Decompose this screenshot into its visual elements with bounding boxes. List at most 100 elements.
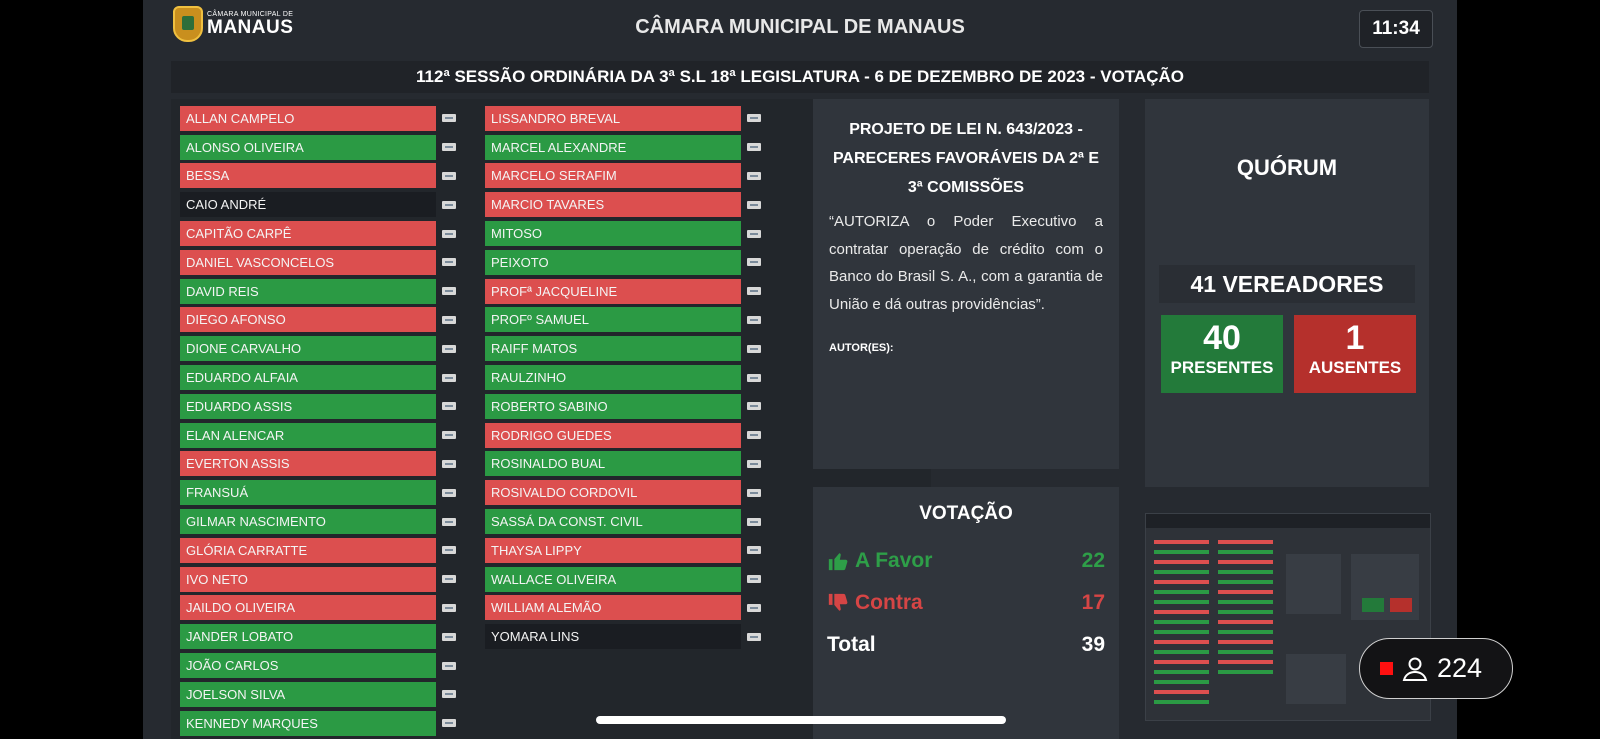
vote-flag-icon	[747, 575, 761, 584]
vote-flag-icon	[747, 517, 761, 526]
vote-flag-icon	[442, 287, 456, 296]
council-member-row: ALONSO OLIVEIRA	[180, 133, 456, 162]
council-member-name: SASSÁ DA CONST. CIVIL	[485, 509, 741, 535]
council-member-name: CAIO ANDRÉ	[180, 192, 436, 218]
vote-flag-icon	[442, 373, 456, 382]
absent-label: AUSENTES	[1308, 358, 1402, 377]
vote-flag-icon	[442, 517, 456, 526]
project-panel: PROJETO DE LEI N. 643/2023 - PARECERES F…	[813, 99, 1119, 469]
council-member-row: JANDER LOBATO	[180, 622, 456, 651]
council-member-name: MARCEL ALEXANDRE	[485, 134, 741, 160]
council-member-row: MARCIO TAVARES	[485, 190, 761, 219]
vote-flag-icon	[442, 459, 456, 468]
council-member-row: GLÓRIA CARRATTE	[180, 536, 456, 565]
vote-flag-icon	[747, 373, 761, 382]
vote-flag-icon	[442, 661, 456, 670]
session-title: 112ª SESSÃO ORDINÁRIA DA 3ª S.L 18ª LEGI…	[171, 61, 1429, 93]
council-member-name: THAYSA LIPPY	[485, 537, 741, 563]
council-member-row: MARCEL ALEXANDRE	[485, 133, 761, 162]
total-count: 39	[1081, 633, 1105, 656]
council-member-name: JANDER LOBATO	[180, 624, 436, 650]
council-member-row: THAYSA LIPPY	[485, 536, 761, 565]
council-member-row: ROSINALDO BUAL	[485, 450, 761, 479]
vote-flag-icon	[442, 690, 456, 699]
council-member-name: WILLIAM ALEMÃO	[485, 595, 741, 621]
council-member-row: PROFº SAMUEL	[485, 306, 761, 335]
coat-of-arms-icon	[173, 6, 203, 42]
council-member-name: IVO NETO	[180, 566, 436, 592]
council-member-row: BESSA	[180, 162, 456, 191]
council-member-row: DAVID REIS	[180, 277, 456, 306]
logo-small-text: CÂMARA MUNICIPAL DE	[207, 11, 294, 18]
council-member-row: MITOSO	[485, 219, 761, 248]
council-member-row: ALLAN CAMPELO	[180, 104, 456, 133]
home-indicator[interactable]	[596, 716, 1006, 724]
council-list-left: ALLAN CAMPELO ALONSO OLIVEIRA BESSA CAIO AN…	[180, 104, 456, 738]
absent-count: 1	[1345, 319, 1365, 357]
vote-flag-icon	[442, 171, 456, 180]
council-member-name: ELAN ALENCAR	[180, 422, 436, 448]
council-member-name: GILMAR NASCIMENTO	[180, 509, 436, 535]
council-member-name: DIEGO AFONSO	[180, 307, 436, 333]
vote-flag-icon	[747, 143, 761, 152]
quorum-panel: QUÓRUM 41 VEREADORES 40 PRESENTES 1 AUSE…	[1145, 99, 1429, 487]
council-member-name: RAIFF MATOS	[485, 336, 741, 362]
vote-flag-icon	[442, 200, 456, 209]
total-row: Total 39	[827, 633, 1105, 657]
vote-flag-icon	[442, 632, 456, 641]
vote-flag-icon	[442, 114, 456, 123]
council-member-row: PEIXOTO	[485, 248, 761, 277]
council-member-name: RODRIGO GUEDES	[485, 422, 741, 448]
council-member-name: DANIEL VASCONCELOS	[180, 249, 436, 275]
contra-label: Contra	[855, 591, 923, 614]
council-member-name: EDUARDO ASSIS	[180, 393, 436, 419]
council-member-name: ALLAN CAMPELO	[180, 105, 436, 131]
council-member-row: CAPITÃO CARPÊ	[180, 219, 456, 248]
council-member-row: ELAN ALENCAR	[180, 421, 456, 450]
vote-flag-icon	[442, 575, 456, 584]
council-member-row: RAULZINHO	[485, 363, 761, 392]
vote-flag-icon	[442, 431, 456, 440]
council-member-row: FRANSUÁ	[180, 478, 456, 507]
favor-label: A Favor	[855, 549, 933, 572]
vote-flag-icon	[747, 344, 761, 353]
header: CÂMARA MUNICIPAL DE MANAUS CÂMARA MUNICI…	[143, 0, 1457, 56]
council-member-name: KENNEDY MARQUES	[180, 710, 436, 736]
council-member-name: ROSINALDO BUAL	[485, 451, 741, 477]
council-member-row: JOÃO CARLOS	[180, 651, 456, 680]
vote-flag-icon	[747, 229, 761, 238]
vote-flag-icon	[747, 315, 761, 324]
council-member-row: DIEGO AFONSO	[180, 306, 456, 335]
clock: 11:34	[1359, 10, 1433, 48]
vote-flag-icon	[747, 200, 761, 209]
voting-panel: VOTAÇÃO A Favor 22 Contra 17 Total 39	[813, 487, 1119, 739]
council-member-name: MARCIO TAVARES	[485, 192, 741, 218]
council-member-row: EVERTON ASSIS	[180, 450, 456, 479]
page-title: CÂMARA MUNICIPAL DE MANAUS	[635, 16, 965, 38]
council-member-row: SASSÁ DA CONST. CIVIL	[485, 507, 761, 536]
council-member-row: YOMARA LINS	[485, 622, 761, 651]
council-member-name: ALONSO OLIVEIRA	[180, 134, 436, 160]
vote-flag-icon	[747, 287, 761, 296]
logo-big-text: MANAUS	[207, 17, 294, 38]
quorum-title: QUÓRUM	[1236, 155, 1338, 180]
vote-flag-icon	[442, 344, 456, 353]
absent-box: 1 AUSENTES	[1294, 315, 1416, 393]
council-member-name: BESSA	[180, 163, 436, 189]
council-member-name: PEIXOTO	[485, 249, 741, 275]
vote-flag-icon	[442, 143, 456, 152]
council-member-row: ROBERTO SABINO	[485, 392, 761, 421]
council-member-name: CAPITÃO CARPÊ	[180, 221, 436, 247]
council-member-row: JAILDO OLIVEIRA	[180, 594, 456, 623]
thumbs-up-icon	[828, 553, 848, 571]
present-box: 40 PRESENTES	[1161, 315, 1283, 393]
council-member-name: GLÓRIA CARRATTE	[180, 537, 436, 563]
vote-flag-icon	[747, 402, 761, 411]
council-member-row: GILMAR NASCIMENTO	[180, 507, 456, 536]
council-member-row: WALLACE OLIVEIRA	[485, 565, 761, 594]
total-label: Total	[827, 633, 876, 656]
vote-flag-icon	[442, 546, 456, 555]
project-text: “AUTORIZA o Poder Executivo a contratar …	[829, 213, 1103, 313]
council-member-name: PROFª JACQUELINE	[485, 278, 741, 304]
vote-flag-icon	[747, 546, 761, 555]
